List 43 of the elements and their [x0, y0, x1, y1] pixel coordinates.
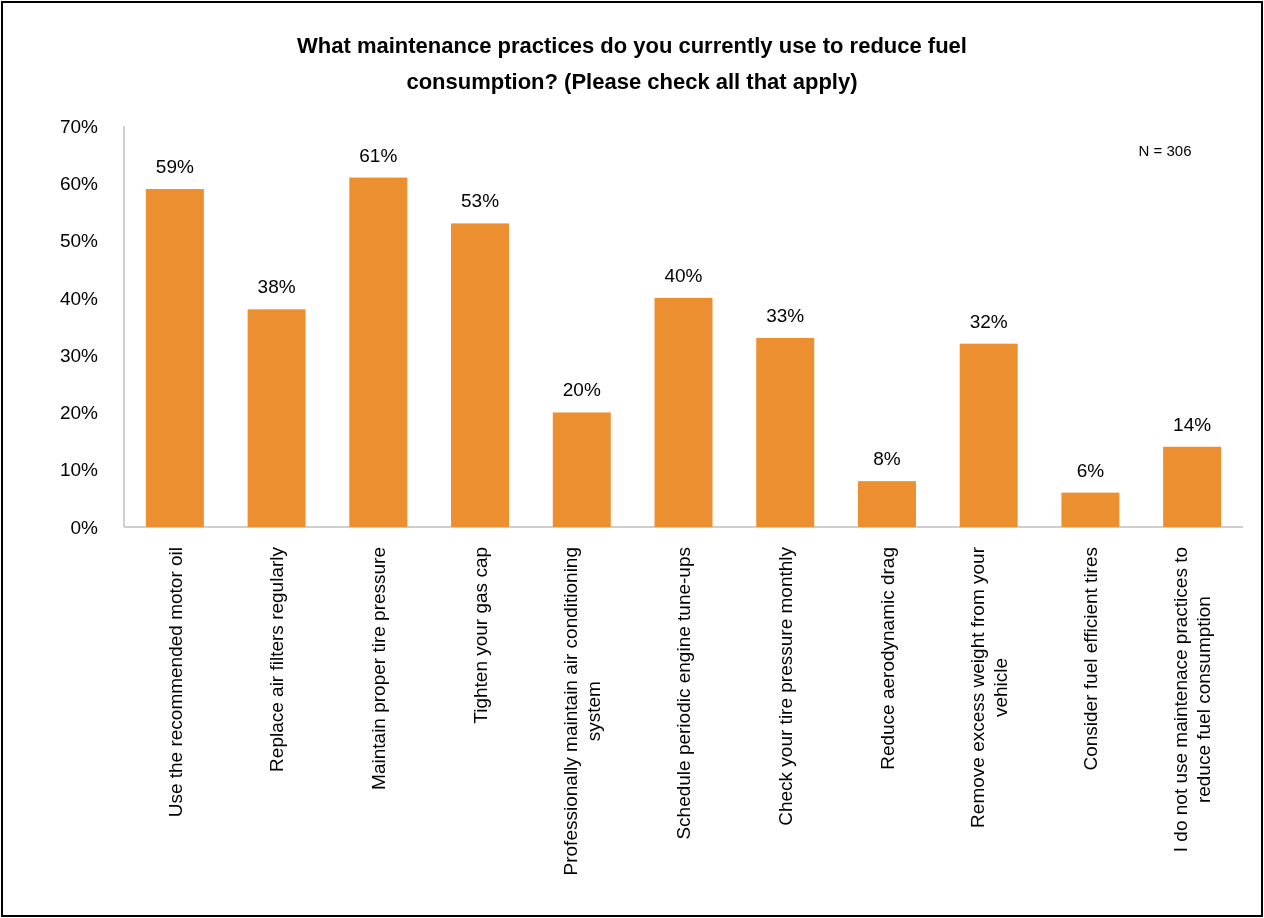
bar [654, 297, 713, 527]
x-tick-label: Remove excess weight from your vehicle [966, 546, 1011, 828]
chart-title: What maintenance practices do you currently use to reduce fuel consumption? (Please check all that apply) [297, 33, 967, 94]
bar [145, 189, 204, 527]
x-tick-label: Tighten your gas cap [469, 547, 491, 724]
bar [247, 309, 306, 527]
bar [1163, 446, 1222, 527]
x-tick-label: Reduce aerodynamic drag [876, 547, 898, 770]
y-tick-label: 10% [59, 459, 99, 481]
bar [552, 412, 611, 527]
data-label: 8% [873, 448, 901, 470]
data-label: 40% [664, 264, 703, 286]
y-tick-label: 70% [59, 115, 99, 137]
bar [756, 337, 815, 527]
bar [857, 481, 916, 527]
y-tick-label: 60% [59, 172, 99, 194]
bar [1061, 492, 1120, 527]
data-label: 59% [155, 156, 194, 178]
data-label: 33% [766, 304, 805, 326]
data-label: 32% [969, 310, 1008, 332]
data-label: 6% [1076, 459, 1105, 481]
y-tick-label: 20% [59, 402, 99, 424]
bar [959, 343, 1018, 527]
y-tick-label: 30% [59, 344, 99, 366]
x-tick-label: Consider fuel efficient tires [1080, 547, 1102, 771]
bar [349, 177, 408, 527]
x-tick-label: Replace air filters regularly [266, 546, 288, 772]
x-tick-label: Use the recommended motor oil [164, 547, 186, 818]
data-label: 61% [359, 144, 398, 166]
x-tick-label: Schedule periodic engine tune-ups [673, 546, 695, 840]
y-tick-label: 40% [59, 287, 99, 309]
annotation: N = 306 [1138, 142, 1192, 159]
data-label: 38% [257, 276, 296, 298]
data-label: 20% [562, 379, 601, 401]
x-tick-label: I do not use maintenace practices to reduce fuel consumption [1170, 547, 1215, 853]
data-label: 53% [461, 190, 500, 212]
bar [451, 223, 510, 527]
x-tick-label: Maintain proper tire pressure [367, 547, 389, 790]
y-tick-label: 50% [59, 230, 99, 252]
x-tick-label: Check your tire pressure monthly [774, 546, 796, 826]
y-tick-label: 0% [70, 516, 99, 538]
x-tick-label: Professionally maintain air conditioning system [559, 546, 604, 876]
data-label: 14% [1173, 413, 1212, 435]
